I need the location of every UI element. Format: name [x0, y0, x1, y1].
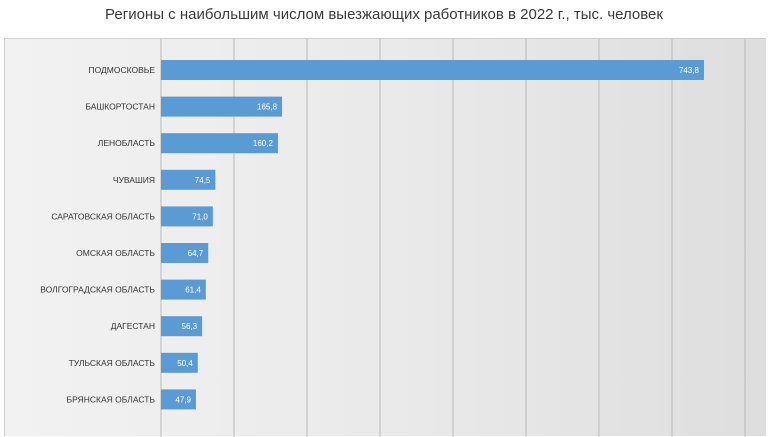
category-label: ЛЕНОБЛАСТЬ — [98, 138, 156, 148]
value-label: 61,4 — [185, 286, 201, 295]
category-label: ТУЛЬСКАЯ ОБЛАСТЬ — [69, 358, 156, 368]
category-label: БАШКОРТОСТАН — [85, 102, 155, 112]
bar — [161, 279, 206, 300]
value-label: 64,7 — [188, 249, 204, 258]
value-label: 47,9 — [175, 395, 191, 404]
bar — [161, 389, 196, 410]
chart-title: Регионы с наибольшим числом выезжающих р… — [105, 6, 663, 23]
category-label: ВОЛГОГРАДСКАЯ ОБЛАСТЬ — [40, 285, 155, 295]
category-label: ОМСКАЯ ОБЛАСТЬ — [76, 248, 155, 258]
bar — [161, 316, 203, 337]
bar — [161, 133, 278, 154]
value-label: 50,4 — [177, 359, 193, 368]
bar — [161, 169, 216, 190]
value-label: 165,8 — [257, 103, 278, 112]
bar-chart: ПОДМОСКОВЬЕ 743,8 БАШКОРТОСТАН 165,8 ЛЕНОБЛА… — [40, 39, 746, 437]
value-label: 74,5 — [195, 176, 211, 185]
labels: ПОДМОСКОВЬЕ 743,8 БАШКОРТОСТАН 165,8 ЛЕНОБЛА… — [40, 65, 699, 404]
bars — [161, 60, 704, 410]
category-label: САРАТОВСКАЯ ОБЛАСТЬ — [51, 211, 155, 221]
plot-area: ПОДМОСКОВЬЕ 743,8 БАШКОРТОСТАН 165,8 ЛЕНОБЛА… — [4, 38, 766, 437]
category-label: ДАГЕСТАН — [111, 321, 155, 331]
category-label: ЧУВАШИЯ — [113, 175, 155, 185]
bar — [161, 206, 213, 227]
value-label: 743,8 — [679, 66, 700, 75]
category-label: БРЯНСКАЯ ОБЛАСТЬ — [67, 394, 156, 404]
bar — [161, 352, 198, 373]
bar — [161, 96, 283, 117]
value-label: 160,2 — [253, 139, 274, 148]
bar — [161, 243, 209, 263]
value-label: 71,0 — [192, 212, 208, 221]
value-label: 56,3 — [182, 322, 198, 331]
category-label: ПОДМОСКОВЬЕ — [88, 65, 155, 75]
bar — [161, 60, 704, 80]
